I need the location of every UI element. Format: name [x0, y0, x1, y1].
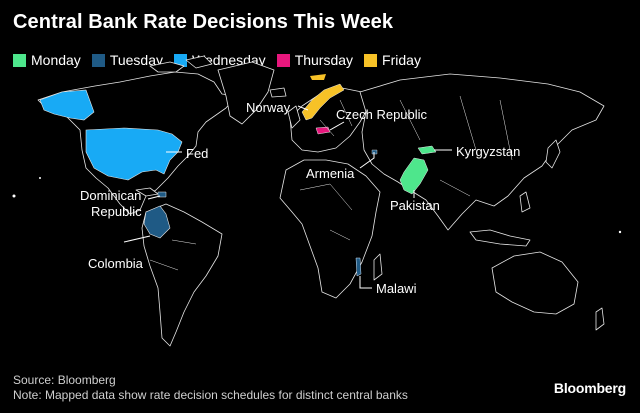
legend-item-monday: Monday — [13, 52, 81, 68]
legend-label-thursday: Thursday — [294, 52, 354, 68]
country-usa — [85, 127, 183, 181]
greenland-landmass — [217, 61, 275, 125]
legend-swatch-monday — [13, 53, 26, 67]
uk-ireland — [287, 105, 301, 129]
legend-label-monday: Monday — [31, 52, 81, 68]
legend-item-tuesday: Tuesday — [91, 52, 163, 68]
country-colombia — [143, 205, 171, 239]
country-czech-republic — [315, 126, 331, 135]
label-colombia: Colombia — [88, 256, 144, 271]
indonesia — [469, 229, 531, 247]
label-dominican-line2: Republic — [91, 204, 142, 219]
australia-landmass — [491, 251, 579, 315]
japan — [545, 139, 561, 169]
country-malawi — [355, 257, 362, 277]
country-dominican-republic — [157, 191, 167, 198]
philippines — [519, 191, 531, 213]
label-armenia: Armenia — [306, 166, 355, 181]
label-malawi: Malawi — [376, 281, 417, 296]
pacific-island — [12, 194, 16, 198]
internal-borders — [149, 95, 513, 271]
country-usa-alaska — [39, 89, 95, 121]
legend-item-thursday: Thursday — [276, 52, 354, 68]
leader-line-colombia — [123, 235, 151, 243]
leader-line-dominican-republic — [147, 195, 161, 200]
label-czech-republic: Czech Republic — [336, 107, 428, 122]
legend-swatch-thursday — [276, 53, 290, 67]
chart-title: Central Bank Rate Decisions This Week — [13, 11, 394, 33]
pacific-island — [618, 230, 622, 234]
legend-swatch-tuesday — [91, 53, 105, 67]
pacific-island — [39, 177, 41, 179]
legend-label-tuesday: Tuesday — [109, 52, 163, 68]
leader-line-malawi — [359, 276, 372, 289]
legend-item-friday: Friday — [364, 52, 421, 68]
arctic-islands — [149, 55, 213, 73]
leader-line-czech-republic — [329, 121, 345, 131]
legend-label-friday: Friday — [382, 52, 421, 68]
africa-landmass — [279, 159, 381, 299]
leader-line-norway — [297, 105, 309, 111]
legend-swatch-friday — [364, 53, 378, 67]
iceland — [269, 87, 287, 98]
country-norway — [301, 83, 345, 121]
label-dominican-line1: Dominican — [80, 188, 141, 203]
legend-swatch-wednesday — [174, 53, 187, 67]
country-pakistan — [399, 157, 429, 195]
label-pakistan: Pakistan — [390, 198, 440, 213]
footer-note: Note: Mapped data show rate decision sch… — [13, 388, 408, 402]
brand-logo: Bloomberg — [553, 380, 626, 396]
label-norway: Norway — [246, 100, 291, 115]
new-zealand — [595, 307, 605, 331]
label-kyrgyzstan: Kyrgyzstan — [456, 144, 520, 159]
south-america-landmass — [141, 203, 223, 347]
footer-source: Source: Bloomberg — [13, 373, 116, 387]
asia-landmass — [359, 73, 605, 231]
country-kyrgyzstan — [417, 145, 437, 155]
country-norway-svalbard — [310, 74, 326, 80]
leader-line-armenia — [359, 152, 375, 169]
label-fed: Fed — [186, 146, 208, 161]
madagascar — [373, 253, 383, 281]
